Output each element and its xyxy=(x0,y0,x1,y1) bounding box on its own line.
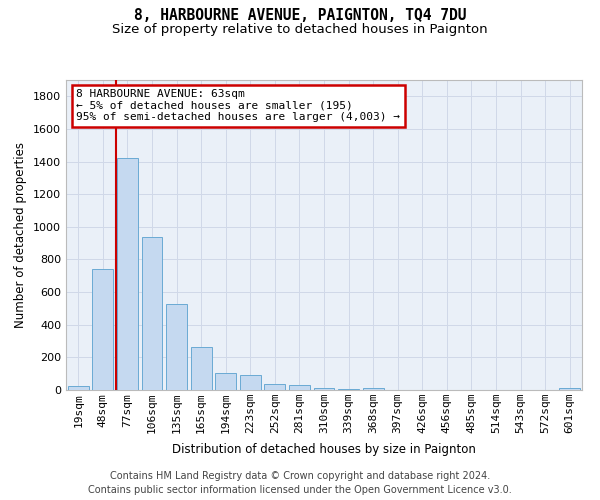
Text: Contains HM Land Registry data © Crown copyright and database right 2024.
Contai: Contains HM Land Registry data © Crown c… xyxy=(88,471,512,495)
Text: Distribution of detached houses by size in Paignton: Distribution of detached houses by size … xyxy=(172,442,476,456)
Bar xyxy=(362,388,383,390)
Y-axis label: Number of detached properties: Number of detached properties xyxy=(14,142,28,328)
Bar xyxy=(142,238,163,390)
Bar xyxy=(117,158,138,390)
Bar xyxy=(559,388,580,390)
Bar xyxy=(166,304,187,390)
Text: 8, HARBOURNE AVENUE, PAIGNTON, TQ4 7DU: 8, HARBOURNE AVENUE, PAIGNTON, TQ4 7DU xyxy=(134,8,466,22)
Bar xyxy=(265,384,286,390)
Bar xyxy=(314,388,334,390)
Bar xyxy=(289,386,310,390)
Bar xyxy=(215,373,236,390)
Bar xyxy=(92,270,113,390)
Text: 8 HARBOURNE AVENUE: 63sqm
← 5% of detached houses are smaller (195)
95% of semi-: 8 HARBOURNE AVENUE: 63sqm ← 5% of detach… xyxy=(76,90,400,122)
Bar xyxy=(240,374,261,390)
Bar xyxy=(68,386,89,390)
Text: Size of property relative to detached houses in Paignton: Size of property relative to detached ho… xyxy=(112,22,488,36)
Bar xyxy=(191,347,212,390)
